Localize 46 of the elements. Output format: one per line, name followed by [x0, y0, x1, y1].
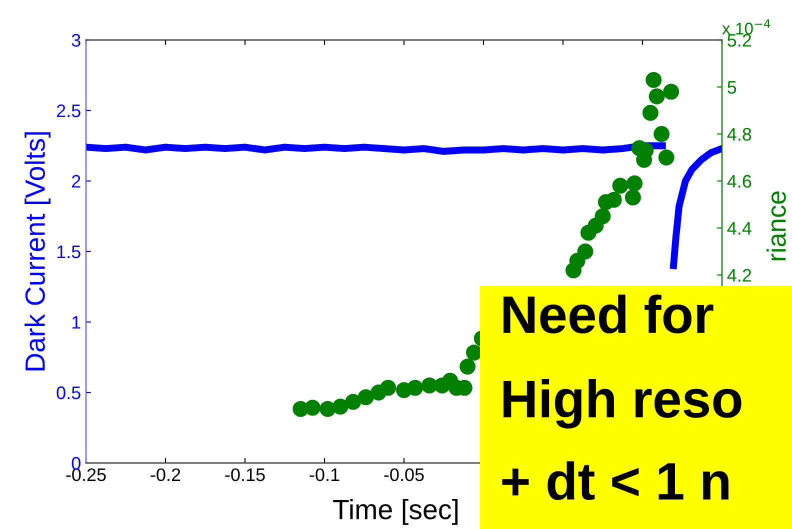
point: [626, 175, 643, 192]
point: [332, 398, 348, 415]
point: [658, 150, 674, 166]
point: [663, 84, 680, 100]
x-tick-label: -0.05: [384, 468, 424, 482]
point: [407, 380, 424, 396]
point: [460, 358, 476, 375]
point: [577, 244, 594, 260]
point: [345, 394, 362, 410]
point: [612, 178, 628, 194]
x-tick-label: -0.15: [225, 468, 265, 482]
point: [320, 400, 336, 417]
y2-tick-label: 4.2: [727, 268, 752, 282]
y2-tick-label: 4.8: [727, 128, 752, 141]
point: [642, 104, 658, 121]
y2-tick-label: 5: [728, 81, 736, 94]
y-axis-title: Dark Current [Volts]: [24, 132, 50, 370]
point: [594, 208, 611, 224]
point: [380, 380, 396, 396]
y-tick-label: 1: [72, 316, 80, 329]
point: [646, 72, 662, 88]
point: [624, 189, 641, 206]
y-tick-label: 2: [72, 174, 80, 188]
y-tick-label: 0: [72, 456, 80, 470]
y2-axis-title: riance: [766, 191, 786, 260]
y2-tick-label: 4.4: [727, 222, 752, 235]
x-tick-label: -0.25: [66, 468, 106, 482]
y-tick-label: 1.5: [57, 246, 80, 258]
point: [421, 377, 438, 394]
point: [466, 344, 482, 361]
x-tick-label: -0.1: [310, 468, 340, 482]
x-axis-title: Time [sec]: [333, 498, 458, 525]
y-tick-label: 0.5: [56, 386, 80, 400]
y2-tick-label: 5.2: [728, 34, 752, 47]
point: [304, 400, 321, 416]
point: [648, 88, 665, 104]
annotation: + dt < 1 n: [502, 461, 728, 500]
annotation: High reso: [504, 379, 742, 428]
y-tick-label: 2.5: [56, 104, 80, 118]
x-tick-label: -0.2: [150, 468, 180, 482]
y2-tick-label: 4.6: [727, 174, 752, 188]
point: [654, 126, 670, 142]
y-tick-label: 3: [72, 34, 80, 47]
annotation: Need for: [504, 294, 714, 334]
point: [358, 389, 374, 406]
text: x 10$^{−4}$: [722, 19, 770, 34]
